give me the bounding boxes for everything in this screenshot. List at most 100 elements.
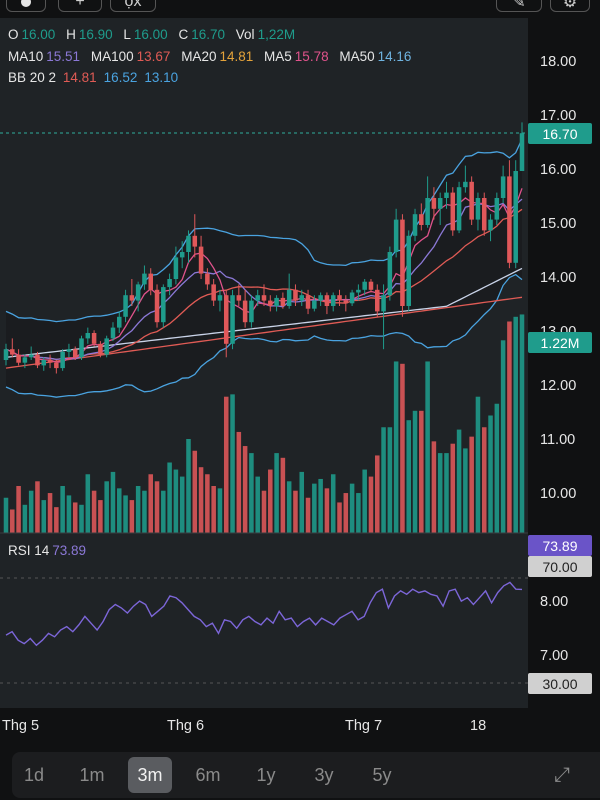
candle-body xyxy=(173,257,179,279)
volume-bar xyxy=(179,476,185,533)
candle-body xyxy=(242,300,248,323)
timeframe-1y[interactable]: 1y xyxy=(256,764,276,785)
bollinger-upper-line xyxy=(5,138,523,323)
candle-body xyxy=(161,287,166,323)
timeframe-3y[interactable]: 3y xyxy=(314,764,334,785)
ma100-line xyxy=(5,296,523,369)
bollinger-lower-line xyxy=(5,273,523,398)
fullscreen-button[interactable]: ⤢ xyxy=(548,761,576,789)
candle-body xyxy=(375,289,380,312)
volume-bar xyxy=(274,453,279,533)
volume-bar xyxy=(98,500,103,533)
ma5-value: 15.78 xyxy=(294,49,329,64)
candle-body xyxy=(412,214,418,236)
volume-bar xyxy=(419,410,424,533)
candle-body xyxy=(41,360,47,366)
candle-body xyxy=(507,176,512,263)
price-axis-label: 12.00 xyxy=(540,378,577,394)
timeframe-1m[interactable]: 1m xyxy=(79,764,105,785)
volume-bar xyxy=(60,486,65,533)
candle-body xyxy=(255,295,260,301)
candle-body xyxy=(22,357,28,363)
date-label-jun: Thg 6 xyxy=(167,718,205,734)
timeframe-6m[interactable]: 6m xyxy=(195,764,221,785)
volume-bar xyxy=(66,495,72,533)
volume-bar xyxy=(91,490,97,533)
settings-button[interactable]: ⚙ xyxy=(550,0,590,12)
expand-icon: ⤢ xyxy=(554,763,570,786)
interval-label: ọx xyxy=(124,0,142,10)
open-key: O xyxy=(8,27,19,42)
price-axis-label: 8.00 xyxy=(540,594,569,610)
candle-body xyxy=(104,338,109,355)
volume-bar xyxy=(513,316,518,533)
candle-body xyxy=(469,181,474,220)
candle-body xyxy=(205,273,210,285)
candle-body xyxy=(330,295,336,306)
candle-body xyxy=(362,281,367,290)
rsi-lower-tag: 30.00 xyxy=(528,673,592,694)
volume-bar xyxy=(500,340,506,533)
candle-body xyxy=(419,214,424,225)
candle-body xyxy=(343,300,349,304)
chart-style-button[interactable] xyxy=(6,0,46,12)
low-key: L xyxy=(123,27,131,42)
candle-body xyxy=(318,295,323,301)
volume-bar xyxy=(10,509,15,533)
candle-body xyxy=(356,289,361,293)
timeframe-1d[interactable]: 1d xyxy=(23,764,45,785)
volume-bar xyxy=(375,455,380,533)
volume-bar xyxy=(488,415,493,533)
candle-body xyxy=(249,300,254,323)
low-value: 16.00 xyxy=(133,27,168,42)
candle-body xyxy=(450,192,456,231)
volume-bar xyxy=(104,481,109,533)
volume-bar xyxy=(356,493,361,533)
candle-body xyxy=(280,297,286,306)
open-value: 16.00 xyxy=(21,27,56,42)
volume-bar xyxy=(22,504,28,533)
indicator-button[interactable]: + xyxy=(58,0,102,12)
ma50-value: 14.16 xyxy=(377,49,412,64)
volume-bar xyxy=(293,490,298,533)
candle-body xyxy=(494,198,500,220)
bb-upper-value: 16.52 xyxy=(103,70,138,85)
close-key: C xyxy=(178,27,189,42)
candle-body xyxy=(261,295,267,301)
candle-body xyxy=(293,289,298,301)
candle-body xyxy=(513,171,518,263)
volume-bar xyxy=(167,462,172,533)
volume-bar xyxy=(3,497,9,533)
candle-body xyxy=(192,235,198,247)
volume-bar xyxy=(412,410,418,533)
volume-bar xyxy=(406,420,411,533)
volume-bar xyxy=(85,474,91,533)
candle-body xyxy=(217,295,223,301)
volume-bar xyxy=(481,427,487,533)
volume-bar xyxy=(148,474,153,533)
timeframe-3m[interactable]: 3m xyxy=(128,757,172,793)
gear-icon: ⚙ xyxy=(562,0,578,11)
candle-body xyxy=(337,295,342,301)
volume-bar xyxy=(400,363,405,533)
candle-body xyxy=(268,300,273,306)
volume-bar xyxy=(249,453,254,533)
volume-bar xyxy=(330,474,336,533)
timeframe-5y[interactable]: 5y xyxy=(372,764,392,785)
candle-body xyxy=(519,133,525,171)
drawing-tool-button[interactable]: ✎ xyxy=(496,0,542,12)
candle-body xyxy=(463,181,468,188)
candle-body xyxy=(10,349,15,355)
volume-value: 1,22M xyxy=(257,27,296,42)
interval-button[interactable]: ọx xyxy=(110,0,156,12)
volume-bar xyxy=(28,490,34,533)
volume-bar xyxy=(286,481,292,533)
candle-body xyxy=(16,354,21,363)
candle-body xyxy=(72,349,78,358)
candle-body xyxy=(456,187,462,231)
volume-bar xyxy=(305,497,311,533)
volume-bar xyxy=(425,361,430,533)
volume-bar xyxy=(463,448,468,533)
candle-body xyxy=(425,198,430,225)
